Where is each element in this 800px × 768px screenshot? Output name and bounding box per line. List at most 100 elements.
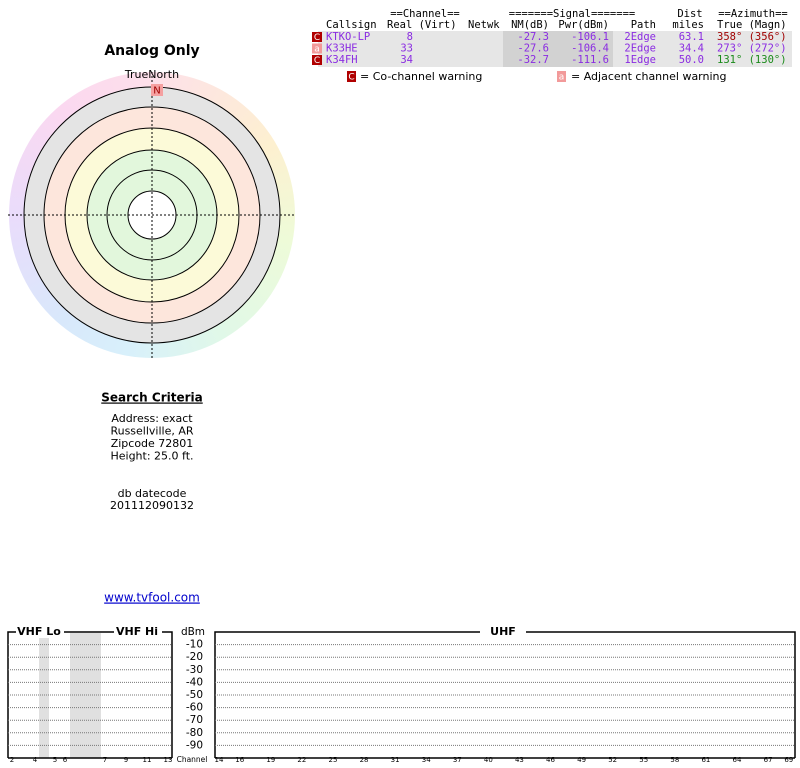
north-label: TrueNorth [124, 68, 179, 81]
y-tick-label: -30 [186, 664, 203, 676]
polar-plot [8, 72, 296, 358]
unit-label: dBm [181, 626, 205, 638]
channel-label: 55 [639, 756, 648, 764]
legend-box [347, 71, 356, 82]
channel-label: 58 [670, 756, 679, 764]
y-tick-label: -40 [186, 676, 203, 688]
group-header: ==Channel== [390, 8, 460, 20]
channel-label: 11 [143, 756, 152, 764]
station-table: ==Channel== =======Signal======= Dist ==Azi… [312, 8, 792, 67]
legend-box [557, 71, 566, 82]
callsign: K33HE [326, 43, 358, 55]
channel-label: 25 [328, 756, 337, 764]
warning-box [312, 32, 322, 42]
distance: 34.4 [679, 43, 704, 55]
column-header: Pwr(dBm) [558, 19, 609, 31]
channel-label: 37 [453, 756, 462, 764]
legend-text: = Adjacent channel warning [571, 70, 727, 83]
path: 2Edge [624, 43, 656, 55]
channel-label: 40 [484, 756, 493, 764]
path: 1Edge [624, 54, 656, 66]
nm: -32.7 [517, 54, 549, 66]
legend-text: = Co-channel warning [360, 70, 482, 83]
y-tick-label: -60 [186, 702, 203, 714]
group-header: Dist [677, 8, 702, 20]
db-label: db datecode [118, 487, 187, 500]
channel-label: 49 [577, 756, 586, 764]
column-header: NM(dB) [511, 19, 549, 31]
group-header: ==Azimuth== [718, 8, 788, 20]
band-label: VHF Hi [116, 625, 158, 638]
channel-label: 6 [63, 756, 68, 764]
path: 2Edge [624, 31, 656, 43]
legend-marker: a [559, 73, 565, 83]
channel-label: 34 [422, 756, 431, 764]
nm: -27.3 [517, 31, 549, 43]
azimuth: 273° (272°) [717, 43, 787, 55]
warning-marker: C [314, 56, 320, 66]
channel-label: 22 [297, 756, 306, 764]
channel-label: 4 [33, 756, 38, 764]
channel-label: 2 [10, 756, 14, 764]
channel-label: 13 [164, 756, 173, 764]
warning-box [312, 43, 322, 54]
y-tick-label: -80 [186, 727, 203, 739]
channel-label: 46 [546, 756, 555, 764]
callsign: KTKO-LP [326, 31, 370, 43]
channel-label: 67 [764, 756, 773, 764]
channel-label: 61 [701, 756, 710, 764]
channel-label: 7 [103, 756, 107, 764]
column-header: Callsign [326, 19, 377, 31]
nm: -27.6 [517, 43, 549, 55]
y-tick-label: -70 [186, 714, 203, 726]
column-header: Real (Virt) [387, 19, 457, 31]
channel: 34 [400, 54, 413, 66]
channel-label: 9 [124, 756, 128, 764]
warning-box [312, 55, 322, 65]
channel-label: 52 [608, 756, 617, 764]
azimuth: 131° (130°) [717, 54, 787, 66]
column-header: Netwk [468, 19, 500, 31]
band-label: UHF [490, 625, 516, 638]
azimuth: 358° (356°) [717, 31, 787, 43]
channel-label: 19 [266, 756, 275, 764]
channel-label: 64 [733, 756, 742, 764]
criteria-line: Height: 25.0 ft. [110, 450, 193, 463]
criteria-title: Search Criteria [101, 391, 202, 405]
distance: 63.1 [679, 31, 704, 43]
group-header: =======Signal======= [509, 8, 635, 20]
distance: 50.0 [679, 54, 704, 66]
channel-label: 28 [360, 756, 369, 764]
band-label: VHF Lo [17, 625, 61, 638]
channel-label: 16 [235, 756, 244, 764]
criteria-line: Russellville, AR [110, 425, 193, 438]
channel-label: 31 [391, 756, 400, 764]
column-header: miles [672, 19, 704, 31]
criteria-line: Zipcode 72801 [111, 437, 194, 450]
y-tick-label: -10 [186, 639, 203, 651]
y-tick-label: -50 [186, 689, 203, 701]
channel-label: 43 [515, 756, 524, 764]
legend-marker: C [348, 73, 354, 83]
label-bg [16, 626, 64, 638]
channel-label: 5 [53, 756, 57, 764]
channel: 33 [400, 43, 413, 55]
callsign: K34FH [326, 54, 358, 66]
channel: 8 [407, 31, 413, 43]
label-bg [480, 626, 526, 638]
y-tick-label: -20 [186, 651, 203, 663]
x-label: Channel [177, 755, 208, 764]
warning-marker: C [314, 33, 320, 43]
power: -106.4 [571, 43, 609, 55]
warning-marker: a [314, 45, 320, 55]
channel-label: 14 [215, 756, 224, 764]
column-header: True (Magn) [717, 19, 787, 31]
channel-label: 69 [784, 756, 793, 764]
y-tick-label: -90 [186, 739, 203, 751]
link[interactable]: www.tvfool.com [104, 591, 200, 605]
power: -111.6 [571, 54, 609, 66]
north-box [151, 84, 163, 96]
power: -106.1 [571, 31, 609, 43]
